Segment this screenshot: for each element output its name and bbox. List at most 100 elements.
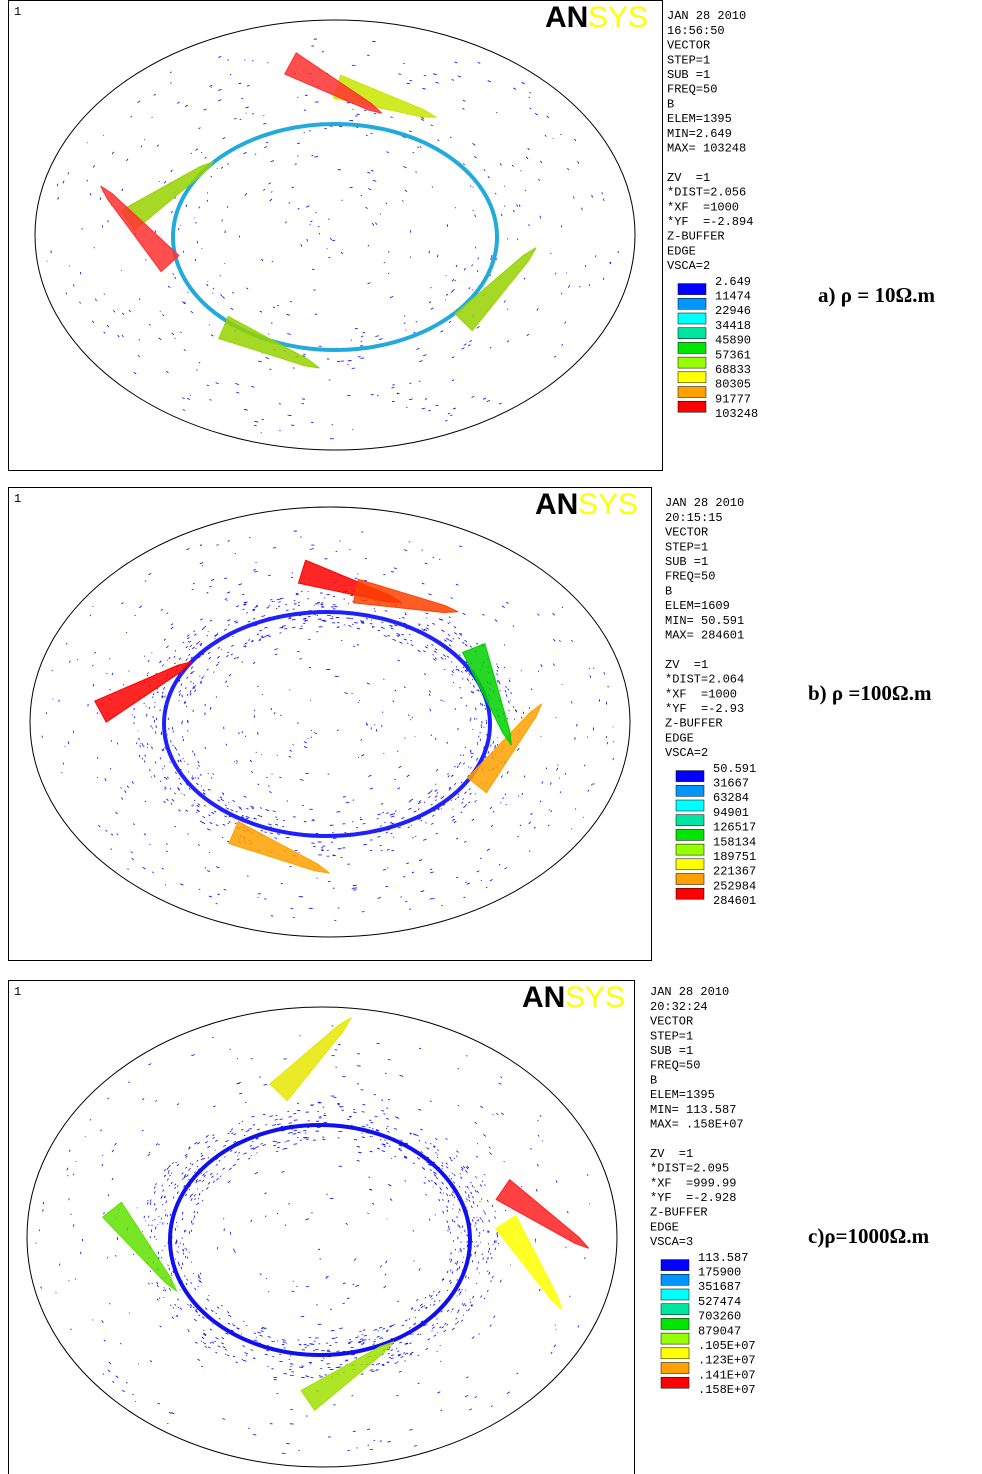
info-line: STEP=1 xyxy=(650,1029,693,1043)
field-vector xyxy=(441,700,442,701)
field-vector xyxy=(167,660,168,661)
field-vector xyxy=(378,630,380,631)
legend-label: 34418 xyxy=(715,319,751,333)
field-vector xyxy=(208,773,209,774)
field-vector xyxy=(225,1354,226,1355)
field-vector xyxy=(457,1216,458,1218)
legend-label: 11474 xyxy=(715,289,751,303)
field-vector xyxy=(465,882,466,883)
field-vector xyxy=(403,876,405,877)
info-line: VECTOR xyxy=(667,39,710,53)
field-vector xyxy=(142,758,143,759)
legend-swatch xyxy=(678,372,706,383)
field-vector xyxy=(283,1342,286,1343)
field-vector xyxy=(202,1200,203,1201)
field-vector xyxy=(406,628,408,629)
field-vector xyxy=(472,679,473,680)
info-line: FREQ=50 xyxy=(665,570,715,584)
field-vector xyxy=(268,786,269,787)
field-vector xyxy=(415,1317,416,1318)
field-vector xyxy=(147,743,148,745)
field-vector xyxy=(388,1099,390,1100)
field-vector xyxy=(583,817,584,818)
field-vector xyxy=(584,765,585,767)
field-vector xyxy=(358,702,359,703)
legend-label: 284601 xyxy=(713,894,756,908)
field-vector xyxy=(261,754,262,755)
field-vector xyxy=(460,754,461,755)
field-vector xyxy=(164,1287,165,1288)
legend-label: .158E+07 xyxy=(698,1383,756,1397)
field-vector xyxy=(227,823,228,824)
field-vector xyxy=(276,1151,278,1152)
field-vector xyxy=(542,1140,543,1141)
field-vector xyxy=(436,738,437,740)
field-vector xyxy=(188,764,189,765)
panel: 1ANSYSJAN 28 201016:56:50VECTORSTEP=1SUB… xyxy=(9,1,936,471)
field-vector xyxy=(152,117,153,118)
view-line: *DIST=2.056 xyxy=(667,186,746,200)
field-vector xyxy=(458,794,459,795)
field-vector xyxy=(355,1337,357,1338)
legend-swatch xyxy=(676,888,704,899)
field-vector xyxy=(359,1331,361,1332)
field-vector xyxy=(443,1193,444,1194)
field-vector xyxy=(243,609,245,610)
field-vector xyxy=(452,1173,453,1174)
field-vector xyxy=(279,1361,282,1362)
field-vector xyxy=(175,338,176,339)
view-line: VSCA=3 xyxy=(650,1235,693,1249)
view-line: EDGE xyxy=(667,244,696,258)
field-vector xyxy=(197,1189,198,1190)
field-vector xyxy=(546,768,547,769)
legend-swatch xyxy=(661,1304,689,1315)
field-vector xyxy=(68,1175,69,1176)
field-vector xyxy=(188,292,189,293)
window-number: 1 xyxy=(14,985,21,999)
field-vector xyxy=(235,823,236,824)
field-vector xyxy=(437,1351,438,1352)
field-vector xyxy=(466,1056,467,1057)
field-vector xyxy=(201,152,202,153)
legend-label: 189751 xyxy=(713,850,756,864)
field-vector xyxy=(198,1198,199,1199)
legend-swatch xyxy=(661,1348,689,1359)
legend-label: 158134 xyxy=(713,835,756,849)
field-vector xyxy=(458,1068,459,1069)
legend-label: 703260 xyxy=(698,1310,741,1324)
legend-swatch xyxy=(676,859,704,870)
field-vector xyxy=(389,1146,390,1147)
field-vector xyxy=(442,1168,443,1169)
field-vector xyxy=(383,753,384,754)
legend-label: 113.587 xyxy=(698,1251,748,1265)
field-vector xyxy=(413,1334,414,1335)
field-vector xyxy=(376,729,377,731)
field-vector xyxy=(553,138,554,139)
field-vector xyxy=(475,708,476,710)
legend-label: 68833 xyxy=(715,363,751,377)
info-line: STEP=1 xyxy=(665,540,708,554)
field-vector xyxy=(496,112,497,113)
field-vector xyxy=(521,1186,522,1187)
field-vector xyxy=(370,623,373,624)
field-vector xyxy=(109,658,110,659)
legend-swatch xyxy=(661,1333,689,1344)
field-vector xyxy=(466,1310,467,1311)
field-vector xyxy=(555,1325,556,1326)
view-line: ZV =1 xyxy=(665,658,708,672)
field-vector xyxy=(422,629,423,630)
field-vector xyxy=(407,643,408,644)
field-vector xyxy=(406,1157,407,1158)
field-vector xyxy=(97,757,98,759)
info-line: MIN= 113.587 xyxy=(650,1103,736,1117)
field-vector xyxy=(425,823,426,824)
caption: c)ρ=1000Ω.m xyxy=(808,1224,930,1248)
field-vector xyxy=(493,741,494,744)
field-vector xyxy=(228,541,230,542)
view-line: Z-BUFFER xyxy=(650,1206,708,1220)
field-vector xyxy=(393,813,395,814)
view-line: ZV =1 xyxy=(667,171,710,185)
info-line: FREQ=50 xyxy=(667,83,717,97)
field-vector xyxy=(220,275,221,276)
field-vector xyxy=(477,1143,478,1144)
